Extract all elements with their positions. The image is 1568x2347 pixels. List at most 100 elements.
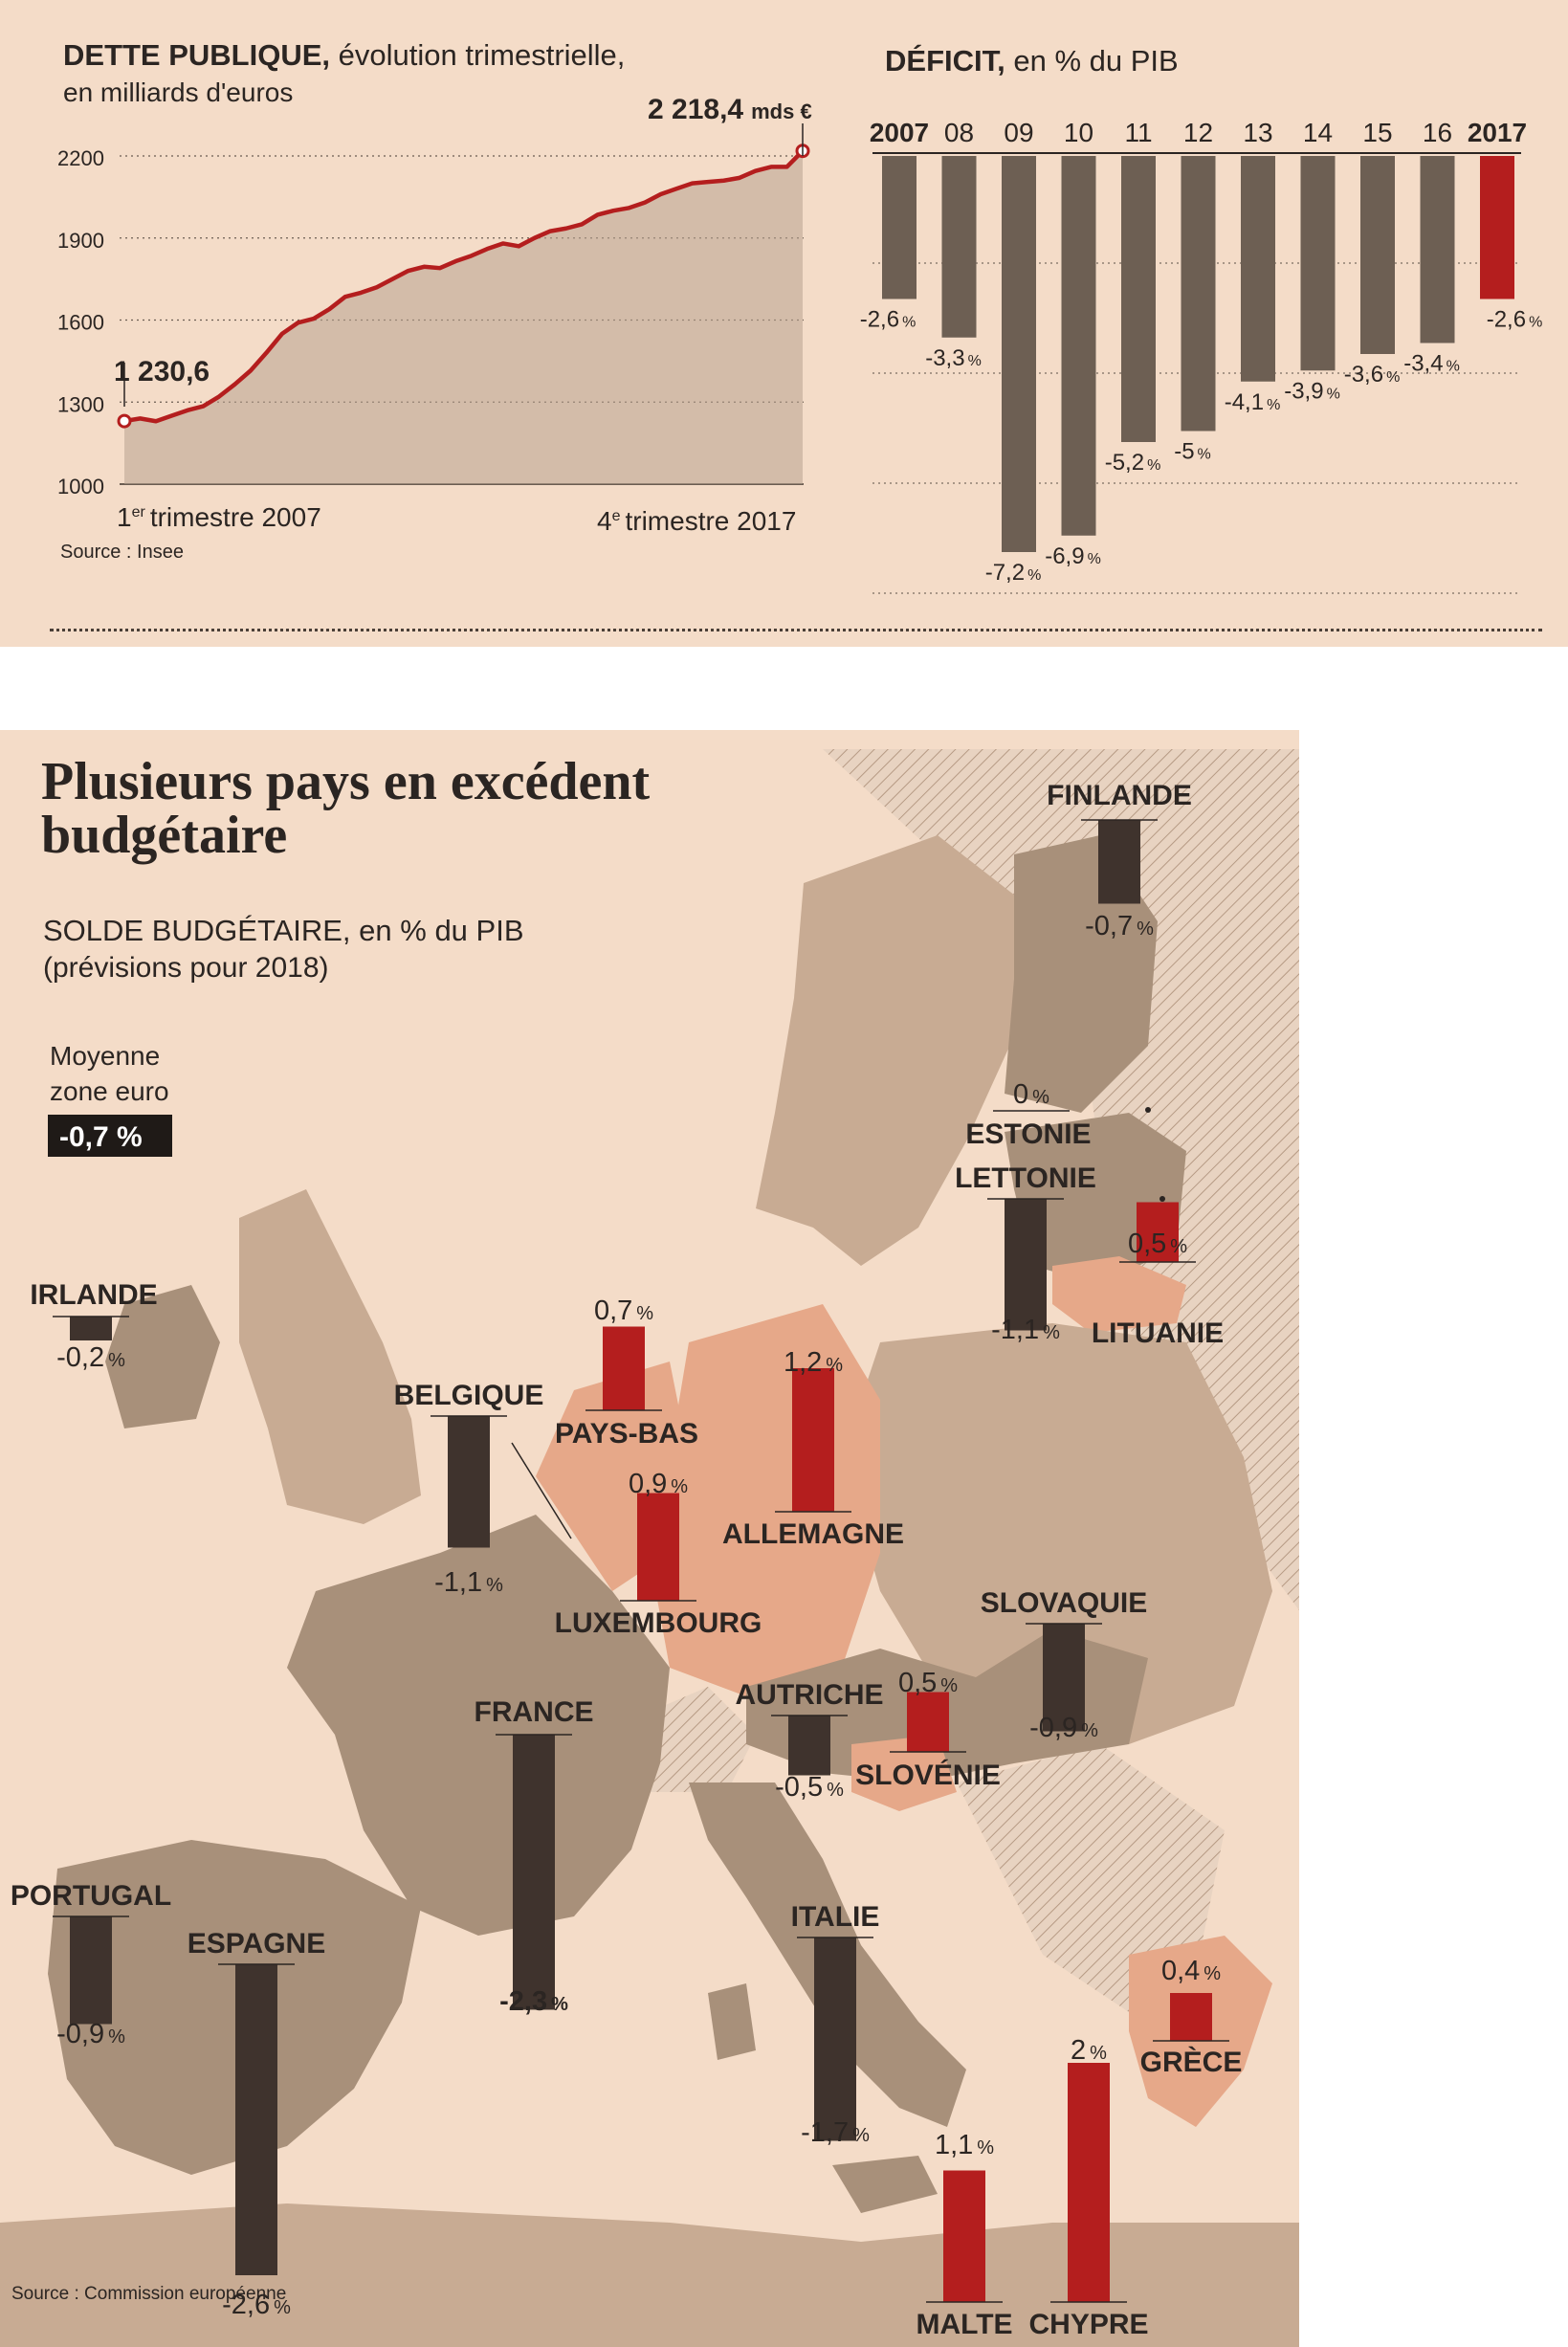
country-bar [788,1716,830,1776]
deficit-bar [1061,156,1096,536]
deficit-year-label: 2017 [1468,118,1527,147]
debt-first-value-label: 1 230,6 [114,356,210,387]
debt-source: Source : Insee [60,542,184,563]
country-value: -1,1% [434,1567,503,1598]
country-value: -2,6% [222,2290,291,2320]
deficit-year-label: 16 [1423,118,1452,147]
debt-y-tick: 1600 [57,311,104,335]
deficit-value-label: -3,3% [925,345,982,371]
deficit-value-label: -3,4% [1403,351,1460,377]
country-bar [1137,1202,1179,1262]
debt-y-tick-labels: 2200 1900 1600 1300 1000 [57,146,104,498]
deficit-year-label: 11 [1124,118,1152,147]
country-bar [907,1692,949,1752]
deficit-year-label: 08 [944,118,974,147]
ireland-land [105,1285,220,1428]
debt-y-tick: 1000 [57,475,104,498]
deficit-bar [1121,156,1156,442]
country-value: 0% [1013,1079,1049,1110]
country-value: -0,9% [1029,1713,1098,1743]
country-name: SLOVÉNIE [855,1759,1001,1791]
uk-land [239,1189,421,1524]
country-bars: FINLANDE -0,7 % ESTONIE 0 % LETTONIE -1,1% LITUA… [11,780,1243,2340]
iberia-land [48,1840,421,2175]
deficit-bar [1300,156,1336,371]
country-bar [603,1326,645,1410]
slovenia-land [851,1735,957,1811]
country-name: PORTUGAL [11,1880,171,1912]
deficit-year-label: 15 [1362,118,1392,147]
deficit-value-label: -5,2% [1105,450,1161,476]
country-value: 0,9% [629,1469,688,1499]
country-name: MALTE [916,2309,1012,2340]
country-bar [513,1735,555,2010]
country-value: -0,2% [56,1342,125,1373]
country-bar [1098,820,1140,904]
country-value: -0,9% [56,2019,125,2049]
deficit-value-label: -7,2% [985,560,1042,586]
deficit-value-label: -5% [1174,439,1211,465]
deficit-bar [1480,156,1514,299]
average-label-2: zone euro [50,1076,169,1106]
deficit-title: DÉFICIT, en % du PIB [885,44,1179,77]
finland-land [1005,835,1158,1113]
eastern-europe-land [842,1323,1272,1744]
country-name: ESPAGNE [188,1928,325,1960]
deficit-bar [1181,156,1216,432]
deficit-value-label: -6,9% [1045,543,1101,569]
debt-first-point [117,413,132,429]
country-location-dot [1159,1196,1165,1202]
budget-balance-clipping: Plusieurs pays en excédent budgétaire SO… [0,730,1299,2347]
country-bar [1170,1993,1212,2041]
europe-map: Plusieurs pays en excédent budgétaire SO… [0,749,1299,2347]
debt-x-end-label: 4e trimestre 2017 [597,506,796,536]
non-euro-area-switzerland [641,1687,756,1792]
country-bar [70,1317,112,1340]
deficit-value-label: -2,6% [1487,307,1543,333]
separator-dotted-line [50,629,1542,631]
deficit-bar [1420,156,1455,343]
country-value: 1,1% [935,2130,994,2160]
deficit-gridlines [872,262,1521,594]
country-value: -2,3% [499,1986,568,2017]
country-leader-line [511,1442,572,1539]
country-value: 0,5% [898,1668,958,1698]
country-name: LETTONIE [955,1162,1096,1194]
deficit-value-label: -2,6% [860,307,917,333]
country-name: AUTRICHE [736,1679,884,1711]
country-name: ESTONIE [965,1118,1091,1150]
solde-title: SOLDE BUDGÉTAIRE, en % du PIB [43,914,524,947]
debt-y-tick: 2200 [57,146,104,170]
deficit-value-label: -3,9% [1284,378,1340,404]
debt-y-tick: 1300 [57,392,104,416]
non-euro-area-balkans [957,1744,1225,2012]
dette-title: DETTE PUBLIQUE, évolution trimestrielle, [63,38,625,72]
debt-deficit-charts: DETTE PUBLIQUE, évolution trimestrielle,… [57,38,1543,594]
country-name: ITALIE [791,1901,880,1933]
deficit-bar [1002,156,1036,552]
deficit-year-label: 09 [1004,118,1033,147]
country-bar [943,2170,985,2302]
country-value: -0,7% [1085,911,1154,941]
headline-line-1: Plusieurs pays en excédent [41,752,651,811]
deficit-year-label: 2007 [870,118,929,147]
deficit-bar [1360,156,1395,354]
deficit-year-label: 10 [1064,118,1093,147]
deficit-bars: 2007 -2,6 % 08 -3,3 % 09 -7,2 % 10 -6,9 % 11 -5,2 % 12 -… [860,118,1543,586]
country-name: IRLANDE [30,1279,157,1311]
deficit-year-label: 13 [1243,118,1272,147]
debt-area [124,150,803,484]
country-value: 2% [1071,2035,1107,2066]
country-name: FINLANDE [1047,780,1192,811]
sicily-land [832,2156,938,2213]
country-name: ALLEMAGNE [722,1518,904,1550]
country-bar [70,1916,112,2025]
country-name: LITUANIE [1092,1317,1224,1349]
country-value: -1,1% [991,1315,1060,1345]
debt-y-tick: 1900 [57,229,104,253]
headline-line-2: budgétaire [41,806,287,865]
deficit-bar [882,156,917,299]
average-value: -0,7 % [59,1121,143,1153]
country-bar [448,1416,490,1548]
solde-source: Source : Commission européenne [11,2284,286,2304]
